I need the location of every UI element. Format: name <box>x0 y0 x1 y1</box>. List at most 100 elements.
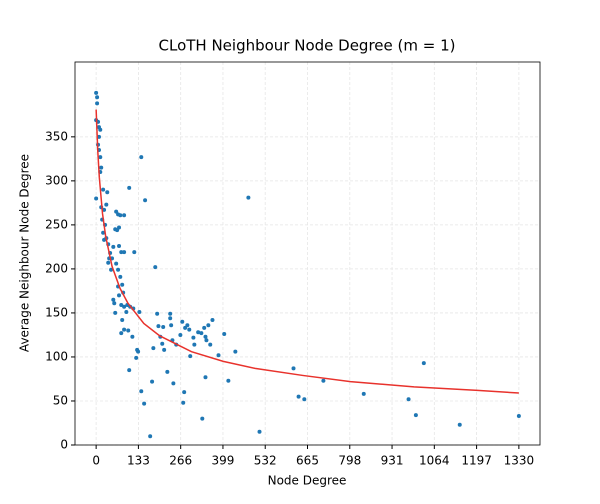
point <box>161 325 166 330</box>
point <box>457 422 462 427</box>
point <box>139 389 144 394</box>
point <box>233 349 238 354</box>
point <box>117 225 122 230</box>
x-tick-label: 399 <box>212 454 235 468</box>
point <box>182 390 187 395</box>
point <box>127 368 132 373</box>
point <box>168 316 173 321</box>
point <box>165 369 170 374</box>
point <box>185 323 190 328</box>
x-tick-label: 133 <box>127 454 150 468</box>
point <box>126 328 131 333</box>
fit-line <box>95 109 519 394</box>
chart-title: CLoTH Neighbour Node Degree (m = 1) <box>159 37 456 55</box>
point <box>204 338 209 343</box>
point <box>321 378 326 383</box>
point <box>112 301 117 306</box>
point <box>127 185 132 190</box>
point <box>113 310 118 315</box>
point <box>122 327 127 332</box>
point <box>206 323 211 328</box>
x-tick-label: 798 <box>338 454 361 468</box>
point <box>114 261 119 266</box>
point <box>102 237 107 242</box>
y-tick-label: 250 <box>45 217 68 231</box>
point <box>196 330 201 335</box>
point <box>178 332 183 337</box>
point <box>117 293 122 298</box>
point <box>246 195 251 200</box>
point <box>119 250 124 255</box>
point <box>102 207 107 212</box>
y-tick-label: 300 <box>45 173 68 187</box>
point <box>98 127 103 132</box>
point <box>120 317 125 322</box>
point <box>203 375 208 380</box>
x-tick-label: 266 <box>169 454 192 468</box>
point <box>119 303 124 308</box>
point <box>130 334 135 339</box>
point <box>203 334 208 339</box>
point <box>150 379 155 384</box>
point <box>202 325 207 330</box>
point <box>406 397 411 402</box>
point <box>106 260 111 265</box>
point <box>135 347 140 352</box>
point <box>192 342 197 347</box>
point <box>191 335 196 340</box>
point <box>117 244 122 249</box>
point <box>181 400 186 405</box>
point <box>101 187 106 192</box>
point <box>95 95 100 100</box>
point <box>222 332 227 337</box>
point <box>104 202 109 207</box>
x-axis-label: Node Degree <box>268 474 347 488</box>
y-tick-label: 150 <box>45 305 68 319</box>
point <box>171 381 176 386</box>
point <box>109 267 114 272</box>
point <box>118 274 123 279</box>
y-tick-label: 50 <box>53 393 68 407</box>
point <box>142 401 147 406</box>
point <box>94 90 99 95</box>
point <box>188 354 193 359</box>
point <box>120 282 125 287</box>
point <box>151 346 156 351</box>
point <box>208 342 213 347</box>
point <box>94 196 99 201</box>
point <box>98 155 103 160</box>
x-tick-label: 1064 <box>419 454 450 468</box>
y-axis-label: Average Neighbour Node Degree <box>18 154 32 352</box>
point <box>361 391 366 396</box>
point <box>116 267 121 272</box>
point <box>122 250 127 255</box>
point <box>216 353 221 358</box>
point <box>137 310 142 315</box>
point <box>162 347 167 352</box>
y-tick-label: 100 <box>45 349 68 363</box>
point <box>134 355 139 360</box>
point <box>210 317 215 322</box>
x-tick-label: 532 <box>254 454 277 468</box>
point <box>199 331 204 336</box>
point <box>168 311 173 316</box>
point <box>291 366 296 371</box>
point <box>156 324 161 329</box>
point <box>187 327 192 332</box>
x-tick-label: 665 <box>296 454 319 468</box>
point <box>516 413 521 418</box>
point <box>421 361 426 366</box>
x-tick-label: 1330 <box>504 454 535 468</box>
point <box>226 378 231 383</box>
point <box>111 297 116 302</box>
x-tick-label: 931 <box>381 454 404 468</box>
point <box>200 416 205 421</box>
point <box>413 413 418 418</box>
y-tick-label: 200 <box>45 261 68 275</box>
point <box>99 165 104 170</box>
point <box>302 397 307 402</box>
point <box>180 319 185 324</box>
point <box>155 311 160 316</box>
